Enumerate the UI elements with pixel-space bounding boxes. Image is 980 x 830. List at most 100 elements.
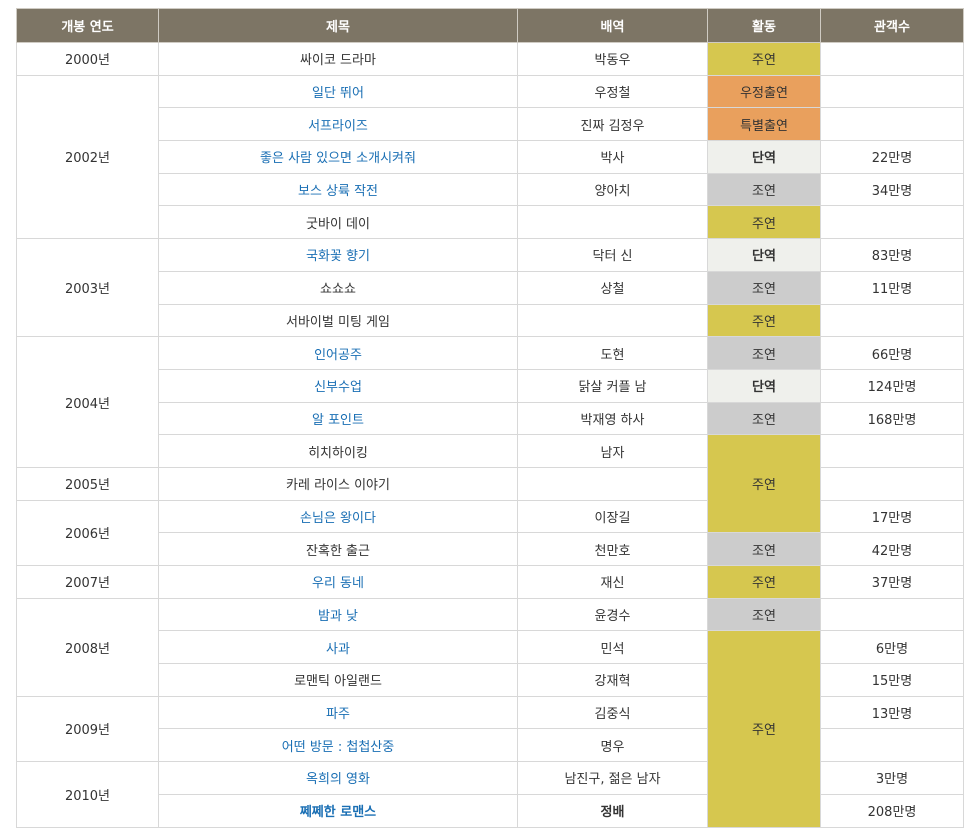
audience-cell: [820, 303, 964, 338]
table-row: 2000년 싸이코 드라마 박동우 주연: [16, 42, 964, 76]
audience-cell: 124만명: [820, 368, 964, 403]
activity-badge-lead: 주연: [707, 565, 821, 599]
activity-badge-lead: 주연: [707, 205, 821, 240]
year-cell: 2006년: [16, 499, 159, 567]
table-row: 쩨쩨한 로맨스 정배 208만명: [17, 793, 964, 828]
film-title: 카레 라이스 이야기: [158, 466, 518, 501]
audience-cell: [820, 728, 964, 763]
column-header-role: 배역: [517, 8, 708, 43]
activity-badge-support: 조연: [707, 597, 821, 632]
film-title: 잔혹한 출근: [158, 532, 518, 566]
activity-badge-lead: 주연: [707, 434, 821, 534]
year-cell: 2002년: [16, 74, 159, 240]
table-row: 2002년 일단 뛰어 우정철 우정출연: [16, 74, 964, 240]
film-title-link[interactable]: 서프라이즈: [158, 107, 518, 142]
audience-cell: [820, 205, 964, 240]
activity-badge-support: 조연: [707, 401, 821, 436]
audience-cell: 11만명: [820, 270, 964, 305]
year-cell: 2008년: [16, 597, 159, 697]
film-title-link[interactable]: 인어공주: [158, 336, 518, 370]
year-cell: 2009년: [16, 695, 159, 763]
film-title-link[interactable]: 파주: [158, 695, 518, 730]
table-row: 2005년 카레 라이스 이야기: [16, 466, 964, 501]
film-title-link[interactable]: 밤과 낮: [158, 597, 518, 632]
film-title: 굿바이 데이: [158, 205, 518, 240]
audience-cell: [820, 42, 964, 76]
year-cell: 2004년: [16, 336, 159, 468]
table-row: 사과 민석 주연 6만명: [17, 630, 964, 828]
activity-badge-cameo: 단역: [707, 368, 821, 403]
activity-badge-lead: 주연: [707, 42, 821, 76]
film-title-link[interactable]: 사과: [158, 630, 518, 665]
column-header-activity: 활동: [707, 8, 821, 43]
film-title: 쇼쇼쇼: [158, 270, 518, 305]
film-title-link[interactable]: 일단 뛰어: [158, 74, 518, 109]
audience-cell: [820, 466, 964, 501]
role-cell: 진짜 김정우: [517, 107, 708, 142]
table-row: 알 포인트 박재영 하사 조연 168만명: [17, 401, 964, 436]
audience-cell: 66만명: [820, 336, 964, 370]
table-row: 어떤 방문 : 첩첩산중 명우: [17, 728, 964, 763]
role-cell: 이장길: [517, 499, 708, 534]
table-row: 2008년 밤과 낮 윤경수 조연: [16, 597, 964, 697]
audience-cell: 208만명: [820, 793, 964, 828]
role-cell: 남자: [517, 434, 708, 468]
film-title-link[interactable]: 좋은 사람 있으면 소개시켜줘: [158, 140, 518, 174]
table-row: 로맨틱 아일랜드 강재혁 15만명: [17, 663, 964, 697]
column-header-title: 제목: [158, 8, 518, 43]
activity-badge-support: 조연: [707, 270, 821, 305]
table-row: 히치하이킹 남자 주연: [17, 434, 964, 534]
role-cell: 닥터 신: [517, 238, 708, 272]
role-cell: 도현: [517, 336, 708, 370]
film-title-link[interactable]: 신부수업: [158, 368, 518, 403]
table-row: 서바이벌 미팅 게임 주연: [17, 303, 964, 338]
film-title-link[interactable]: 쩨쩨한 로맨스: [158, 793, 518, 828]
role-cell: [517, 205, 708, 240]
table-row: 굿바이 데이 주연: [17, 205, 964, 240]
role-cell: 강재혁: [517, 663, 708, 697]
role-cell: 김중식: [517, 695, 708, 730]
activity-badge-support: 조연: [707, 172, 821, 207]
activity-badge-cameo: 단역: [707, 140, 821, 174]
film-title-link[interactable]: 옥희의 영화: [158, 761, 518, 795]
audience-cell: 6만명: [820, 630, 964, 665]
table-row: 2003년 국화꽃 향기 닥터 신 단역 83만명: [16, 238, 964, 338]
table-row: 보스 상륙 작전 양아치 조연 34만명: [17, 172, 964, 207]
year-cell: 2003년: [16, 238, 159, 338]
activity-badge-lead: 주연: [707, 303, 821, 338]
film-title-link[interactable]: 손님은 왕이다: [158, 499, 518, 534]
table-row: 2007년 우리 동네 재신 주연 37만명: [16, 565, 964, 599]
activity-badge-special: 특별출연: [707, 107, 821, 142]
year-cell: 2010년: [16, 761, 159, 828]
activity-badge-cameo: 단역: [707, 238, 821, 272]
activity-badge-lead: 주연: [707, 630, 821, 828]
audience-cell: 13만명: [820, 695, 964, 730]
film-title-link[interactable]: 어떤 방문 : 첩첩산중: [158, 728, 518, 763]
film-title: 싸이코 드라마: [158, 42, 518, 76]
film-title-link[interactable]: 알 포인트: [158, 401, 518, 436]
activity-badge-support: 조연: [707, 336, 821, 370]
role-cell: [517, 466, 708, 501]
audience-cell: 17만명: [820, 499, 964, 534]
film-title-link[interactable]: 보스 상륙 작전: [158, 172, 518, 207]
table-row: 2006년 손님은 왕이다 이장길 17만명: [16, 499, 964, 567]
table-row: 2004년 인어공주 도현 조연 66만명: [16, 336, 964, 468]
film-title: 히치하이킹: [158, 434, 518, 468]
role-cell: 남진구, 젊은 남자: [517, 761, 708, 795]
audience-cell: 3만명: [820, 761, 964, 795]
film-title-link[interactable]: 우리 동네: [158, 565, 518, 599]
role-cell: 우정철: [517, 74, 708, 109]
film-title-link[interactable]: 국화꽃 향기: [158, 238, 518, 272]
activity-badge-support: 조연: [707, 532, 821, 566]
year-cell: 2007년: [16, 565, 159, 599]
role-cell: 천만호: [517, 532, 708, 566]
audience-cell: 83만명: [820, 238, 964, 272]
table-header-row: 개봉 연도 제목 배역 활동 관객수: [16, 8, 964, 43]
table-row: 좋은 사람 있으면 소개시켜줘 박사 단역 22만명: [17, 140, 964, 174]
role-cell: 정배: [517, 793, 708, 828]
table-row: 잔혹한 출근 천만호 조연 42만명: [17, 532, 964, 566]
role-cell: 박사: [517, 140, 708, 174]
column-header-audience: 관객수: [820, 8, 964, 43]
table-row: 신부수업 닭살 커플 남 단역 124만명: [17, 368, 964, 403]
audience-cell: [820, 107, 964, 142]
